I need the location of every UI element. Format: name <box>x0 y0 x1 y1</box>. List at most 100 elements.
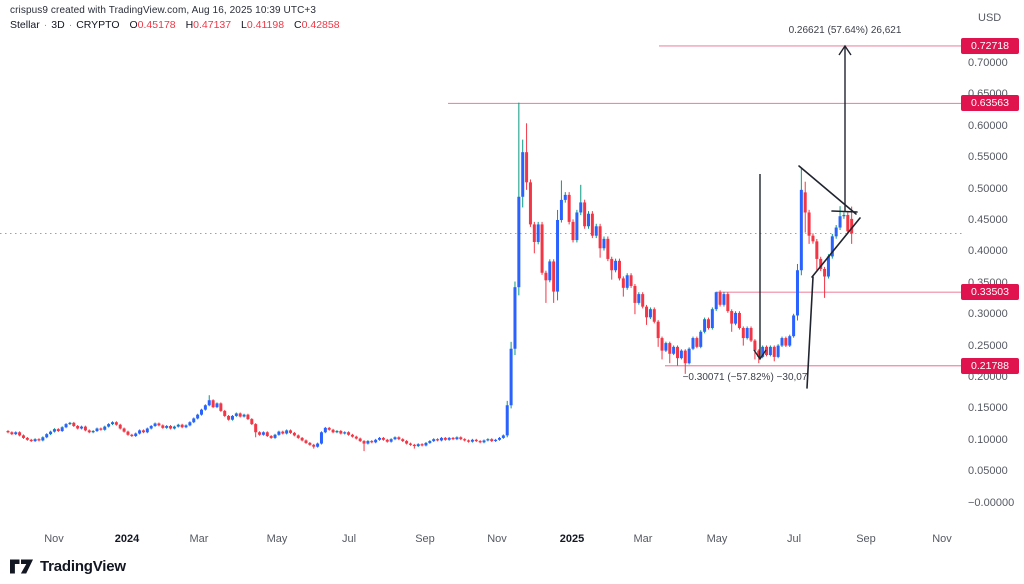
trend-line[interactable] <box>831 210 858 213</box>
candle-body <box>149 425 153 429</box>
candle-body <box>196 414 200 419</box>
trend-line[interactable] <box>806 276 814 389</box>
candle-body <box>296 435 300 438</box>
candle-body <box>548 261 552 281</box>
candle-body <box>718 292 722 305</box>
candle-body <box>408 443 412 445</box>
candle-body <box>788 336 792 346</box>
candle-body <box>207 400 211 406</box>
low-value: 0.41198 <box>246 19 285 31</box>
candle-body <box>726 294 730 312</box>
candle-body <box>401 439 405 442</box>
open-label: O <box>129 19 138 31</box>
candle-body <box>362 441 366 444</box>
candle-body <box>598 226 602 249</box>
candle-body <box>180 424 184 428</box>
candle-body <box>76 425 80 429</box>
timeframe-label[interactable]: 3D <box>51 19 65 31</box>
candle-body <box>18 432 22 436</box>
candle-body <box>467 440 471 442</box>
candle-body <box>107 424 111 427</box>
candle-body <box>563 194 567 200</box>
month-label: Nov <box>932 533 952 545</box>
candle-body <box>846 214 850 232</box>
close-label: C <box>294 19 302 31</box>
candle-body <box>792 315 796 337</box>
candle-body <box>83 426 87 431</box>
candle-body <box>122 428 126 432</box>
candle-body <box>850 218 854 234</box>
candle-body <box>370 441 374 443</box>
price-tick-label: 0.40000 <box>968 245 1008 258</box>
candle-body <box>776 345 780 357</box>
candle-body <box>575 212 579 241</box>
candle-body <box>664 343 668 351</box>
candle-body <box>474 439 478 442</box>
candle-body <box>714 292 718 310</box>
candle-body <box>397 437 401 440</box>
symbol-name[interactable]: Stellar <box>10 19 40 31</box>
candle-body <box>579 202 583 213</box>
candle-body <box>834 227 838 237</box>
candle-body <box>571 221 575 241</box>
trend-line[interactable] <box>811 217 861 278</box>
candle-body <box>110 422 114 425</box>
price-tick-label: 0.05000 <box>968 465 1008 478</box>
candle-body <box>246 414 250 420</box>
month-label: Nov <box>44 533 64 545</box>
candle-body <box>153 423 157 426</box>
candle-body <box>138 430 142 434</box>
candle-body <box>501 435 505 438</box>
candle-body <box>617 260 621 279</box>
price-tick-label: 0.30000 <box>968 308 1008 321</box>
candle-body <box>25 437 29 440</box>
candle-body <box>254 424 258 433</box>
candle-body <box>184 425 188 428</box>
candle-body <box>517 196 521 288</box>
candle-body <box>722 294 726 305</box>
candle-body <box>768 346 772 356</box>
tradingview-logo[interactable]: TradingView <box>10 558 126 575</box>
candle-body <box>339 431 343 434</box>
candle-body <box>6 431 10 433</box>
price-level-badge[interactable]: 0.33503 <box>961 284 1019 301</box>
price-level-badge[interactable]: 0.72718 <box>961 37 1019 54</box>
candle-body <box>757 350 761 357</box>
candle-body <box>169 425 173 429</box>
candle-body <box>497 437 501 440</box>
price-tick-label: 0.55000 <box>968 151 1008 164</box>
separator: · <box>43 19 48 31</box>
candle-body <box>72 422 76 426</box>
candle-body <box>265 432 269 437</box>
price-level-badge[interactable]: 0.21788 <box>961 357 1019 374</box>
price-tick-label: 0.20000 <box>968 371 1008 383</box>
candle-body <box>385 439 389 442</box>
candle-body <box>41 437 45 441</box>
candle-body <box>219 403 223 411</box>
candle-body <box>258 432 262 435</box>
candle-body <box>319 432 323 444</box>
candle-body <box>56 429 60 432</box>
candle-body <box>811 235 815 242</box>
candle-body <box>799 189 803 271</box>
candle-body <box>238 413 242 417</box>
price-level-badge[interactable]: 0.63563 <box>961 95 1019 112</box>
month-label: Mar <box>633 533 653 545</box>
candle-body <box>668 343 672 354</box>
candle-body <box>505 405 509 436</box>
candle-body <box>470 439 474 442</box>
close-value: 0.42858 <box>301 19 340 31</box>
candle-body <box>316 443 320 447</box>
candle-body <box>412 444 416 447</box>
candle-body <box>80 426 84 429</box>
candle-body <box>354 436 358 439</box>
candle-body <box>188 422 192 426</box>
trend-line[interactable] <box>798 165 857 215</box>
candle-body <box>203 405 207 410</box>
candle-body <box>323 427 327 433</box>
symbol-info-row: Stellar · 3D · CRYPTO O0.45178 H0.47137 L0.4… <box>10 19 340 31</box>
candle-body <box>699 331 703 347</box>
exchange-label: CRYPTO <box>76 19 120 31</box>
month-label: May <box>706 533 728 545</box>
